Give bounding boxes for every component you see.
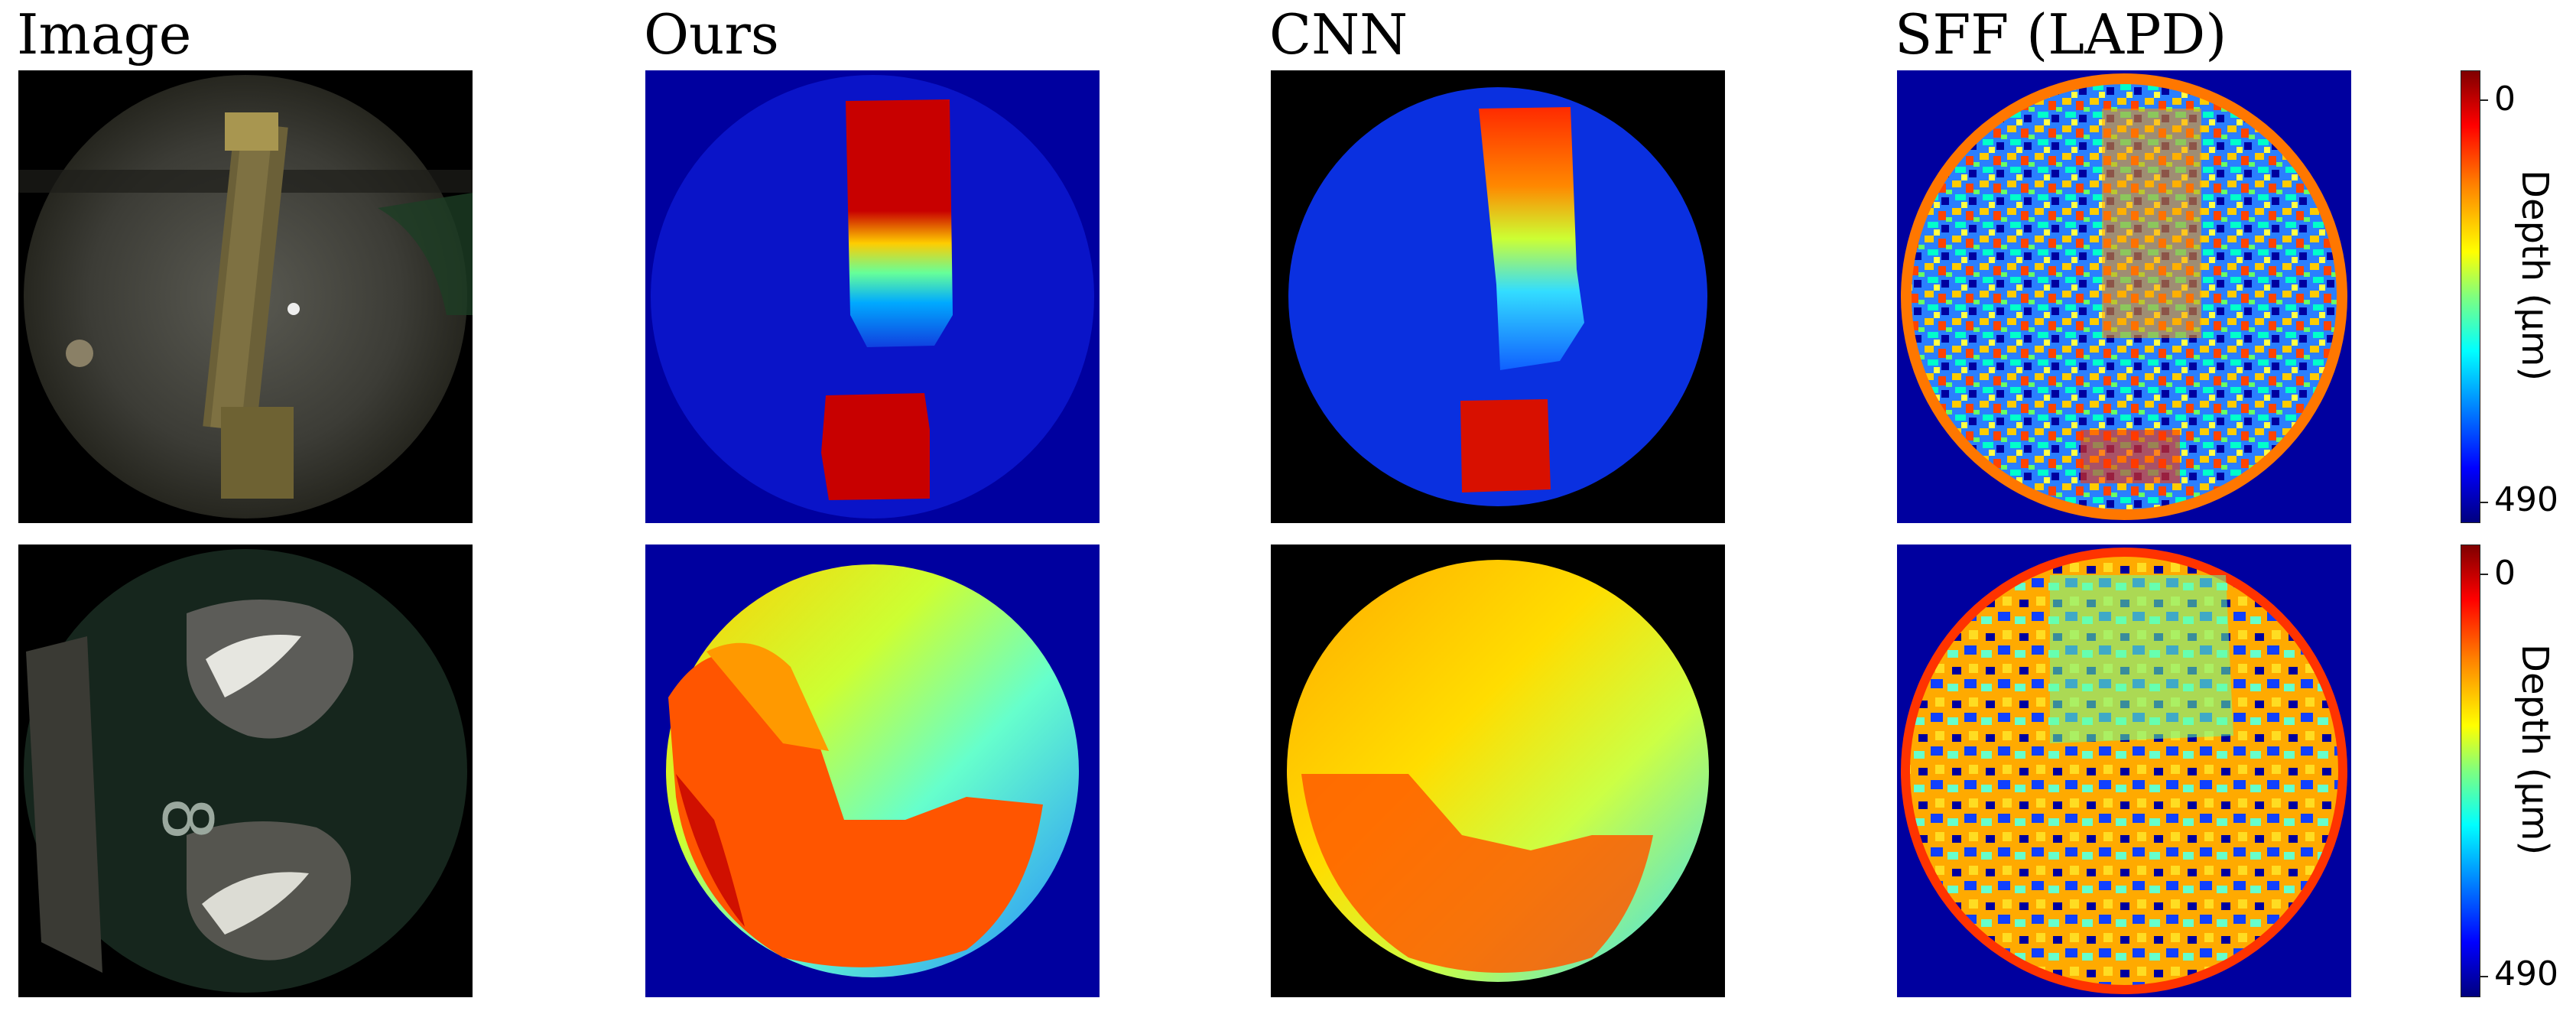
column-title-image: Image <box>17 2 192 67</box>
row1-ours-depth-panel <box>645 70 1100 523</box>
row1-colorbar-top-label: 0 <box>2494 80 2516 119</box>
row2-sff-lapd-depth-panel <box>1897 545 2351 997</box>
row2-cnn-depth-panel <box>1271 545 1725 997</box>
row1-colorbar <box>2461 70 2480 523</box>
row2-cnn-depth-map <box>1287 560 1709 982</box>
row1-ours-depth-map <box>651 75 1094 519</box>
row1-cnn-depth-map <box>1288 87 1707 506</box>
row1-microscope-image <box>18 75 473 519</box>
row1-colorbar-bottom-label: 490 <box>2494 480 2558 519</box>
row2-colorbar-axis-label: Depth (μm) <box>2513 644 2556 856</box>
row1-sff-lapd-depth-map <box>1901 73 2347 520</box>
column-title-sff-lapd: SFF (LAPD) <box>1895 2 2227 67</box>
row2-ours-depth-panel <box>645 545 1100 997</box>
row1-colorbar-axis-label: Depth (μm) <box>2513 170 2556 382</box>
row1-colorbar-tick-bottom <box>2480 502 2488 503</box>
svg-text:8: 8 <box>147 797 227 840</box>
column-title-ours: Ours <box>644 2 779 67</box>
row2-image-panel: 8 <box>18 545 473 997</box>
row1-colorbar-tick-top <box>2480 99 2488 101</box>
row1-cnn-depth-panel <box>1271 70 1725 523</box>
column-title-cnn: CNN <box>1269 2 1408 67</box>
row2-sff-lapd-depth-map <box>1901 548 2347 994</box>
row1-image-panel <box>18 70 473 523</box>
row2-colorbar-tick-top <box>2480 574 2488 575</box>
row2-colorbar-tick-bottom <box>2480 976 2488 977</box>
row2-microscope-image: 8 <box>24 549 467 993</box>
row2-colorbar-bottom-label: 490 <box>2494 954 2558 993</box>
row2-colorbar-top-label: 0 <box>2494 554 2516 593</box>
row2-colorbar <box>2461 545 2480 997</box>
row1-sff-lapd-depth-panel <box>1897 70 2351 523</box>
row2-ours-depth-map <box>666 564 1079 977</box>
